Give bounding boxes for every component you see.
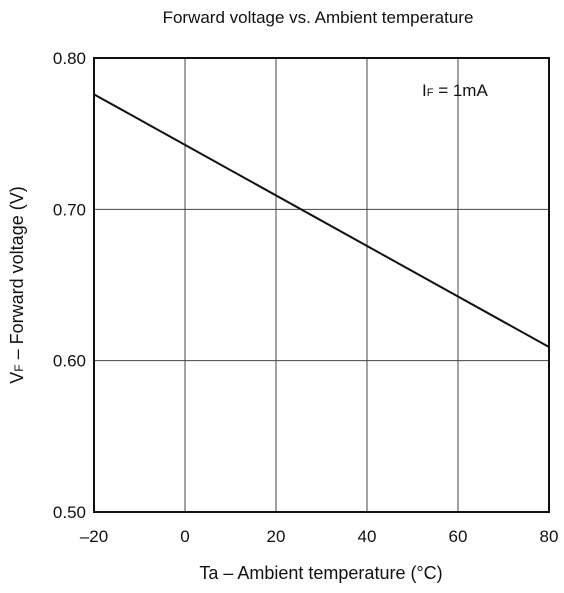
- y-tick-label: 0.50: [53, 503, 86, 522]
- axis-ticks: –20 0 20 40 60 80 0.50 0.60 0.70 0.80: [53, 49, 559, 546]
- chart-title: Forward voltage vs. Ambient temperature: [163, 8, 474, 27]
- x-tick-label: –20: [80, 527, 108, 546]
- y-tick-label: 0.80: [53, 49, 86, 68]
- y-axis-label: VF – Forward voltage (V): [7, 186, 27, 383]
- grid-lines: [94, 58, 549, 512]
- x-tick-label: 80: [540, 527, 559, 546]
- y-tick-label: 0.60: [53, 352, 86, 371]
- plot-frame: [93, 57, 550, 513]
- series-line: [93, 93, 550, 349]
- annotation-label: IF = 1mA: [422, 81, 488, 100]
- y-axis-label-main: V: [7, 372, 27, 384]
- x-tick-label: 0: [180, 527, 189, 546]
- y-tick-label: 0.70: [53, 200, 86, 219]
- annotation-subscript: F: [427, 87, 434, 99]
- annotation-main: I: [422, 81, 427, 100]
- annotation-rest: = 1mA: [433, 81, 488, 100]
- series-layer: [93, 93, 550, 349]
- x-tick-label: 40: [358, 527, 377, 546]
- y-axis-label-rest: – Forward voltage (V): [7, 186, 27, 364]
- x-tick-label: 20: [267, 527, 286, 546]
- x-tick-label: 60: [449, 527, 468, 546]
- y-axis-label-subscript: F: [12, 364, 26, 371]
- x-axis-label: Ta – Ambient temperature (°C): [199, 563, 442, 583]
